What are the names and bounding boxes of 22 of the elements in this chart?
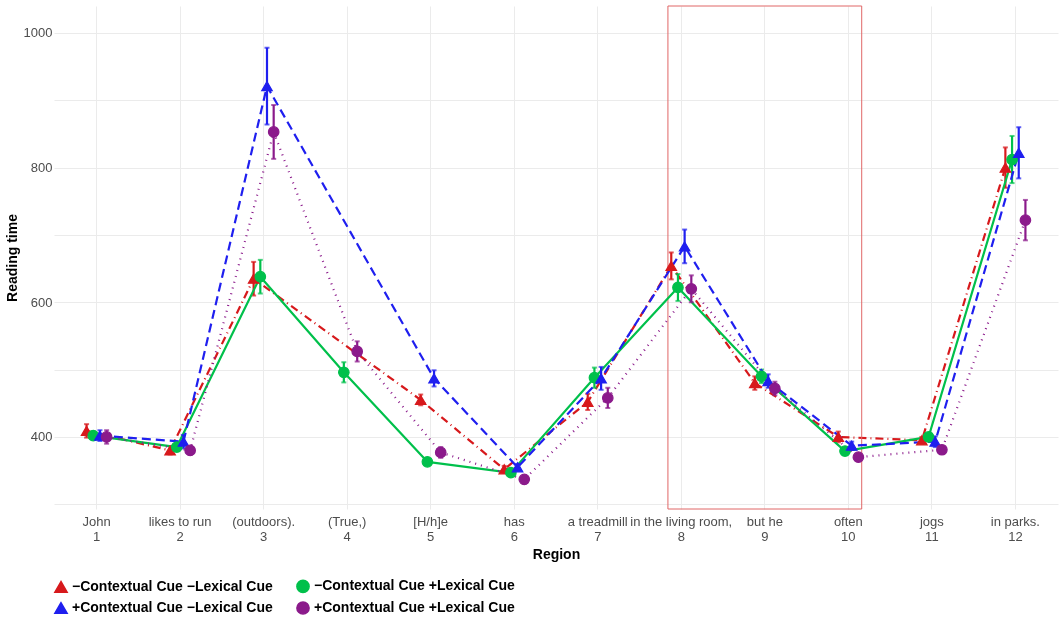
legend-label: +Contextual Cue +Lexical Cue bbox=[314, 599, 515, 615]
x-tick-label: John 1 bbox=[82, 513, 111, 544]
x-tick-label: likes to run 2 bbox=[148, 513, 212, 544]
legend-label: −Contextual Cue −Lexical Cue bbox=[72, 577, 273, 594]
y-tick-label: 400 bbox=[30, 429, 53, 445]
x-tick-label: jogs 11 bbox=[918, 513, 945, 544]
y-tick-label: 1000 bbox=[23, 25, 53, 41]
x-tick-label: [H/h]e 5 bbox=[413, 513, 449, 544]
x-tick-label: (True,) 4 bbox=[327, 513, 367, 544]
x-tick-label: has 6 bbox=[503, 513, 526, 544]
legend-label: +Contextual Cue −Lexical Cue bbox=[72, 599, 273, 615]
x-tick-label: (outdoors). 3 bbox=[232, 513, 296, 544]
x-tick-label: in parks. 12 bbox=[990, 513, 1040, 544]
x-axis-title: Region bbox=[532, 545, 581, 562]
y-tick-label: 800 bbox=[30, 160, 53, 176]
x-tick-label: in the living room, 8 bbox=[630, 513, 733, 544]
x-tick-label: a treadmill 7 bbox=[567, 513, 628, 544]
legend-label: −Contextual Cue +Lexical Cue bbox=[314, 577, 515, 594]
y-axis-title: Reading time bbox=[3, 213, 20, 302]
x-tick-label: often 10 bbox=[833, 513, 863, 544]
x-tick-label: but he 9 bbox=[746, 513, 783, 544]
y-tick-label: 600 bbox=[30, 294, 53, 310]
